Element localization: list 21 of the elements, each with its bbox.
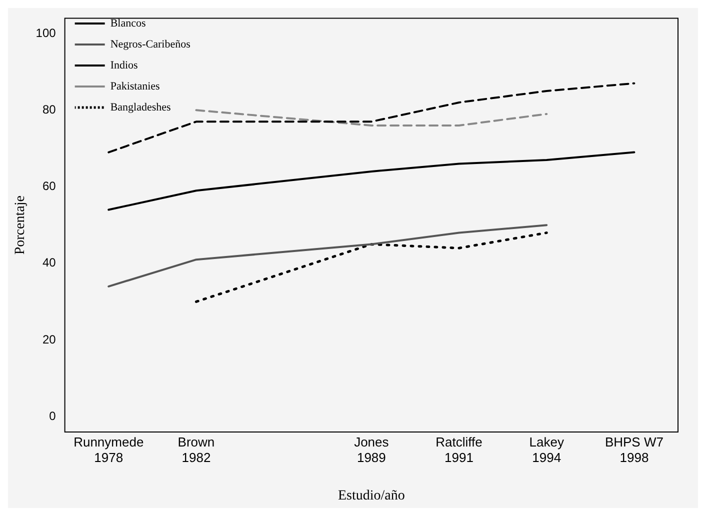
x-tick-label: Runnymede 1978 bbox=[74, 434, 144, 465]
x-tick-label: BHPS W7 1998 bbox=[604, 434, 664, 465]
y-tick-label: 80 bbox=[42, 102, 56, 116]
x-tick-label: Lakey 1994 bbox=[529, 434, 564, 465]
y-tick-label: 40 bbox=[42, 256, 56, 270]
y-tick-label: 60 bbox=[42, 179, 56, 194]
x-axis-title: Estudio/año bbox=[338, 488, 405, 504]
x-tick-label: Brown 1982 bbox=[178, 434, 215, 465]
x-tick-label: Ratcliffe 1991 bbox=[436, 434, 482, 465]
y-tick-label: 20 bbox=[42, 332, 56, 346]
legend-label: Blancos bbox=[110, 17, 146, 30]
legend-label: Negros-Caribeños bbox=[110, 38, 190, 50]
y-tick-label: 100 bbox=[36, 26, 56, 40]
y-tick-label: 0 bbox=[49, 408, 56, 423]
legend-label: Pakistanies bbox=[110, 80, 160, 92]
legend-label: Bangladeshes bbox=[110, 101, 171, 114]
x-tick-label: Jones 1989 bbox=[354, 434, 390, 465]
line-series bbox=[108, 82, 636, 154]
legend-label: Indios bbox=[110, 59, 138, 72]
y-axis-title: Porcentaje bbox=[13, 196, 28, 255]
line-series bbox=[194, 232, 548, 303]
